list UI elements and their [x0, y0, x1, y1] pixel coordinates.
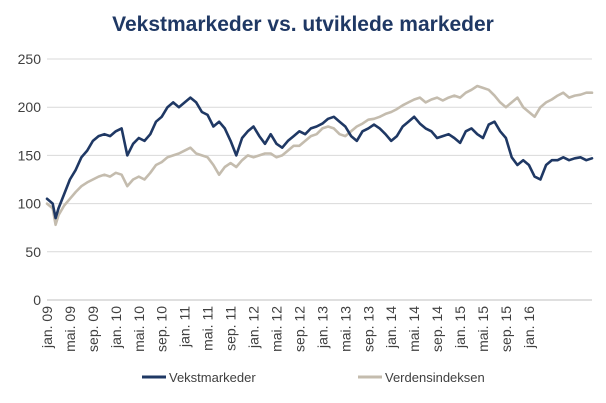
legend-label-verdensindeksen: Verdensindeksen	[385, 370, 485, 385]
legend-label-vekstmarkeder: Vekstmarkeder	[169, 370, 256, 385]
x-tick-label: mai. 11	[200, 306, 216, 351]
series-line-vekstmarkeder	[45, 96, 594, 220]
x-tick-label: mai. 14	[406, 306, 422, 352]
y-tick-label: 0	[33, 292, 41, 308]
x-tick-label: sep. 10	[154, 306, 170, 352]
y-tick-label: 150	[18, 147, 42, 163]
x-tick-label: mai. 13	[337, 306, 353, 352]
x-tick-label: jan. 10	[108, 306, 124, 349]
x-tick-label: sep. 13	[360, 306, 376, 352]
y-tick-label: 250	[18, 51, 42, 67]
x-tick-label: jan. 13	[314, 306, 330, 349]
x-tick-label: mai. 09	[62, 306, 78, 352]
x-tick-labels: jan. 09 mai. 09 sep. 09 jan. 10 mai. 10 sep. …	[39, 306, 537, 352]
x-tick-label: sep. 11	[223, 306, 239, 351]
series-line-verdensindeksen	[45, 84, 594, 227]
x-tick-label: jan. 09	[39, 306, 55, 349]
x-tick-label: jan. 15	[452, 306, 468, 349]
gridlines	[47, 58, 592, 253]
x-tick-label: jan. 12	[246, 306, 262, 349]
x-tick-label: mai. 10	[131, 306, 147, 352]
x-tick-label: mai. 15	[475, 306, 491, 352]
x-tick-label: sep. 14	[429, 306, 445, 352]
chart-title: Vekstmarkeder vs. utviklede markeder	[112, 13, 494, 36]
x-tick-label: sep. 09	[85, 306, 101, 352]
x-tick-label: sep. 15	[498, 306, 514, 352]
x-tick-label: jan. 16	[521, 306, 537, 349]
y-tick-labels: 0 50 100 150 200 250	[18, 51, 42, 308]
x-tick-label: jan. 14	[383, 306, 399, 349]
x-tick-label: jan. 11	[177, 306, 193, 348]
x-tick-label: sep. 12	[291, 306, 307, 352]
x-tick-label: mai. 12	[268, 306, 284, 352]
legend: Vekstmarkeder Verdensindeksen	[142, 370, 485, 385]
y-tick-label: 50	[25, 244, 41, 260]
y-tick-label: 100	[18, 196, 42, 212]
y-tick-label: 200	[18, 99, 42, 115]
series-lines	[45, 84, 594, 227]
